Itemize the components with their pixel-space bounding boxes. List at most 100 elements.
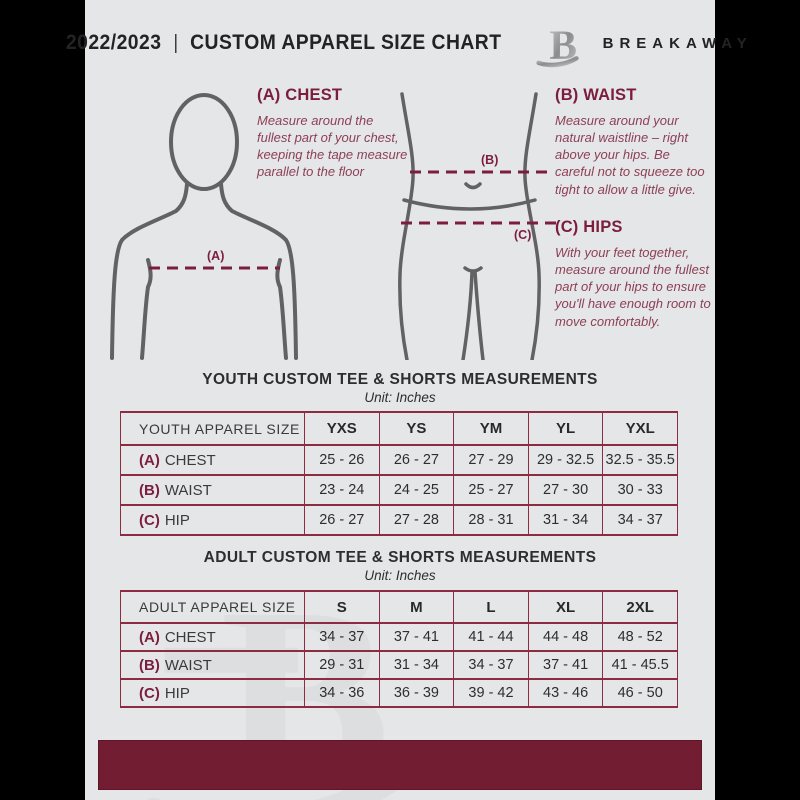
measurement-value-cell: 30 - 33	[602, 474, 678, 506]
measurement-row: (B) WAIST 23 - 24 24 - 25 25 - 27 27 - 30 30 -…	[120, 474, 678, 506]
measurement-value-cell: 23 - 24	[304, 474, 380, 506]
guide-hips-heading: (C) HIPS	[555, 218, 623, 236]
measurement-value-cell: 41 - 45.5	[602, 650, 678, 680]
measurement-value-cell: 27 - 28	[378, 504, 455, 536]
guide-waist-section: (B) WAIST Measure around your natural wa…	[555, 86, 707, 198]
row-label-cell: (A) CHEST	[120, 622, 305, 652]
measurement-value-cell: 46 - 50	[602, 678, 678, 708]
chest-marker-label: (A)	[207, 249, 224, 263]
page-title: 2022/2023 | CUSTOM APPAREL SIZE CHART	[66, 31, 502, 55]
header: 2022/2023 | CUSTOM APPAREL SIZE CHART B …	[66, 20, 747, 67]
size-header-cell: L	[453, 590, 529, 624]
adult-table-title: ADULT CUSTOM TEE & SHORTS MEASUREMENTS	[203, 549, 597, 566]
left-letterbox	[0, 0, 85, 800]
row-label-cell: (A) CHEST	[120, 444, 305, 476]
row-label: HIP	[164, 684, 190, 702]
breakaway-logo-icon: B	[535, 21, 579, 67]
guide-chest-heading: (A) CHEST	[257, 86, 343, 104]
size-header-cell: M	[378, 590, 455, 624]
youth-table-title: YOUTH CUSTOM TEE & SHORTS MEASUREMENTS	[202, 371, 598, 388]
guide-hips-description: With your feet together, measure around …	[555, 245, 711, 329]
waist-marker-label: (B)	[481, 153, 498, 167]
measurement-value-cell: 37 - 41	[527, 650, 604, 680]
measurement-value-cell: 43 - 46	[527, 678, 604, 708]
footer-bar	[98, 740, 702, 790]
size-header-cell: YS	[378, 411, 455, 446]
measurement-value-cell: 25 - 26	[304, 444, 380, 476]
youth-size-table: YOUTH APPAREL SIZE YXS YS YM YL YXL (A) CHEST 25…	[120, 411, 678, 536]
row-marker: (C)	[139, 684, 160, 702]
measurement-value-cell: 37 - 41	[378, 622, 455, 652]
row-label: WAIST	[164, 481, 212, 499]
guide-hips-section: (C) HIPS With your feet together, measur…	[555, 218, 711, 330]
measurement-value-cell: 25 - 27	[453, 474, 529, 506]
size-header-cell: YXS	[304, 411, 380, 446]
size-header-cell: YL	[527, 411, 604, 446]
size-header-cell: YM	[453, 411, 529, 446]
size-column-header: ADULT APPAREL SIZE	[120, 590, 305, 624]
size-header-cell: XL	[527, 590, 604, 624]
waist-hips-figure: (B) (C)	[398, 92, 557, 360]
guide-chest-description: Measure around the fullest part of your …	[257, 113, 408, 180]
measurement-value-cell: 26 - 27	[304, 504, 380, 536]
measurement-row: (A) CHEST 25 - 26 26 - 27 27 - 29 29 - 32.5 32…	[120, 444, 678, 476]
guide-waist-heading: (B) WAIST	[555, 86, 637, 104]
row-label: CHEST	[164, 451, 216, 469]
row-label-cell: (C) HIP	[120, 678, 305, 708]
document-page: B 2022/2023 | CUSTOM APPAREL SIZE CHART	[66, 0, 747, 800]
measurement-value-cell: 26 - 27	[378, 444, 455, 476]
measurement-value-cell: 32.5 - 35.5	[602, 444, 678, 476]
measurement-row: (C) HIP 26 - 27 27 - 28 28 - 31 31 - 34 34 - 3…	[120, 504, 678, 536]
row-label: HIP	[164, 511, 190, 529]
brand-name: BREAKAWAY	[602, 34, 753, 52]
row-marker: (A)	[139, 628, 160, 646]
measurement-value-cell: 27 - 29	[453, 444, 529, 476]
size-header-cell: S	[304, 590, 380, 624]
measurement-row: (A) CHEST 34 - 37 37 - 41 41 - 44 44 - 48 48 -…	[120, 622, 678, 652]
measurement-value-cell: 39 - 42	[453, 678, 529, 708]
chest-figure: (A)	[110, 93, 298, 360]
measurement-value-cell: 48 - 52	[602, 622, 678, 652]
guide-waist-description: Measure around your natural waistline – …	[555, 113, 705, 197]
right-letterbox	[715, 0, 800, 800]
row-label-cell: (B) WAIST	[120, 474, 305, 506]
size-header-row: ADULT APPAREL SIZE S M L XL 2XL	[120, 590, 678, 624]
measurement-row: (C) HIP 34 - 36 36 - 39 39 - 42 43 - 46 46 - 5…	[120, 678, 678, 708]
measurement-value-cell: 36 - 39	[378, 678, 455, 708]
row-marker: (C)	[139, 511, 160, 529]
size-column-header: YOUTH APPAREL SIZE	[120, 411, 305, 446]
document-title: CUSTOM APPAREL SIZE CHART	[190, 31, 502, 54]
measurement-value-cell: 41 - 44	[453, 622, 529, 652]
row-marker: (B)	[139, 481, 160, 499]
size-header-row: YOUTH APPAREL SIZE YXS YS YM YL YXL	[120, 411, 678, 446]
row-marker: (B)	[139, 656, 160, 674]
row-label: CHEST	[164, 628, 216, 646]
adult-size-table: ADULT APPAREL SIZE S M L XL 2XL (A) CHEST 34 - 3…	[120, 590, 678, 708]
measurement-value-cell: 29 - 32.5	[527, 444, 604, 476]
measurement-value-cell: 31 - 34	[527, 504, 604, 536]
row-label-cell: (B) WAIST	[120, 650, 305, 680]
adult-table-unit: Unit: Inches	[364, 568, 436, 583]
season-label: 2022/2023	[66, 31, 162, 54]
measurement-value-cell: 34 - 37	[453, 650, 529, 680]
row-label-cell: (C) HIP	[120, 504, 305, 536]
measurement-value-cell: 29 - 31	[304, 650, 380, 680]
measurement-value-cell: 44 - 48	[527, 622, 604, 652]
youth-table-unit: Unit: Inches	[364, 390, 436, 405]
measurement-value-cell: 28 - 31	[453, 504, 529, 536]
title-divider: |	[173, 31, 179, 54]
measurement-value-cell: 31 - 34	[378, 650, 455, 680]
row-marker: (A)	[139, 451, 160, 469]
measurement-value-cell: 24 - 25	[378, 474, 455, 506]
guide-chest-section: (A) CHEST Measure around the fullest par…	[257, 86, 409, 181]
measurement-value-cell: 34 - 37	[602, 504, 678, 536]
measurement-value-cell: 27 - 30	[527, 474, 604, 506]
measurement-row: (B) WAIST 29 - 31 31 - 34 34 - 37 37 - 41 41 -…	[120, 650, 678, 680]
hips-marker-label: (C)	[514, 228, 531, 242]
size-header-cell: YXL	[602, 411, 678, 446]
measurement-value-cell: 34 - 37	[304, 622, 380, 652]
measurement-value-cell: 34 - 36	[304, 678, 380, 708]
row-label: WAIST	[164, 656, 212, 674]
size-header-cell: 2XL	[602, 590, 678, 624]
